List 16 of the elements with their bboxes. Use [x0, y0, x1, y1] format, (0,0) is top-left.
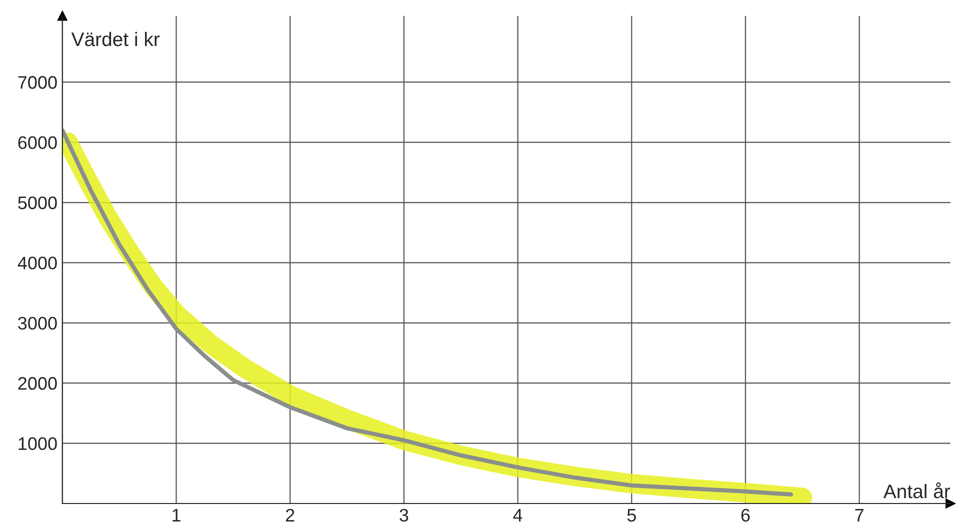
x-tick-label: 5: [627, 509, 636, 522]
y-tick-label: 4000: [18, 256, 57, 270]
y-tick-label: 6000: [18, 136, 57, 150]
y-tick-label: 7000: [18, 76, 57, 89]
x-tick-label: 2: [286, 508, 294, 522]
x-tick-label: 7: [855, 509, 864, 522]
x-tick-label: 1: [172, 509, 180, 522]
x-tick-label: 6: [741, 508, 750, 522]
y-tick-label: 2000: [18, 377, 57, 390]
y-tick-label: 5000: [18, 196, 57, 210]
y-tick-label: 1000: [18, 437, 57, 450]
y-tick-label: 3000: [18, 316, 57, 330]
x-tick-label: 3: [400, 508, 408, 522]
y-axis-title: Värdet i kr: [71, 32, 160, 46]
x-tick-label: 4: [513, 509, 522, 522]
x-axis-title: Antal år: [883, 482, 950, 498]
